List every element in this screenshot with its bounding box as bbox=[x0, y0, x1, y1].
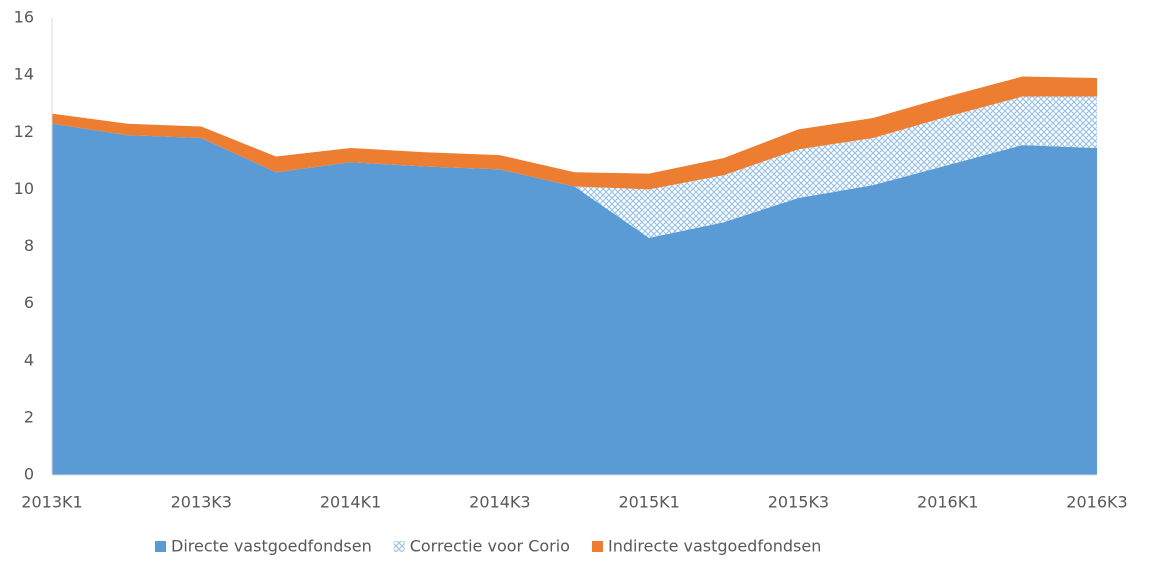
x-tick-label: 2013K1 bbox=[21, 493, 82, 512]
legend-swatch bbox=[591, 541, 603, 552]
x-tick-label: 2015K3 bbox=[768, 493, 829, 512]
x-tick-label: 2014K3 bbox=[469, 493, 530, 512]
y-tick-label: 4 bbox=[24, 350, 34, 369]
legend-swatch bbox=[155, 541, 166, 552]
y-tick-label: 10 bbox=[14, 179, 34, 198]
y-tick-label: 8 bbox=[24, 236, 34, 255]
x-tick-label: 2014K1 bbox=[320, 493, 381, 512]
legend-swatch bbox=[393, 541, 405, 552]
y-tick-label: 6 bbox=[24, 293, 34, 312]
legend-label: Correctie voor Corio bbox=[410, 537, 570, 556]
area bbox=[52, 123, 1097, 476]
x-tick-label: 2016K1 bbox=[917, 493, 978, 512]
legend-label: Directe vastgoedfondsen bbox=[171, 537, 372, 556]
x-tick-label: 2013K3 bbox=[171, 493, 232, 512]
x-tick-label: 2015K1 bbox=[618, 493, 679, 512]
y-tick-label: 2 bbox=[24, 407, 34, 426]
y-tick-label: 16 bbox=[14, 8, 34, 27]
area bbox=[52, 76, 1097, 190]
x-tick-label: 2016K3 bbox=[1066, 493, 1127, 512]
y-tick-label: 12 bbox=[14, 122, 34, 141]
legend-label: Indirecte vastgoedfondsen bbox=[608, 537, 821, 556]
y-tick-label: 14 bbox=[14, 65, 34, 84]
y-tick-label: 0 bbox=[24, 465, 34, 484]
area bbox=[52, 96, 1097, 238]
